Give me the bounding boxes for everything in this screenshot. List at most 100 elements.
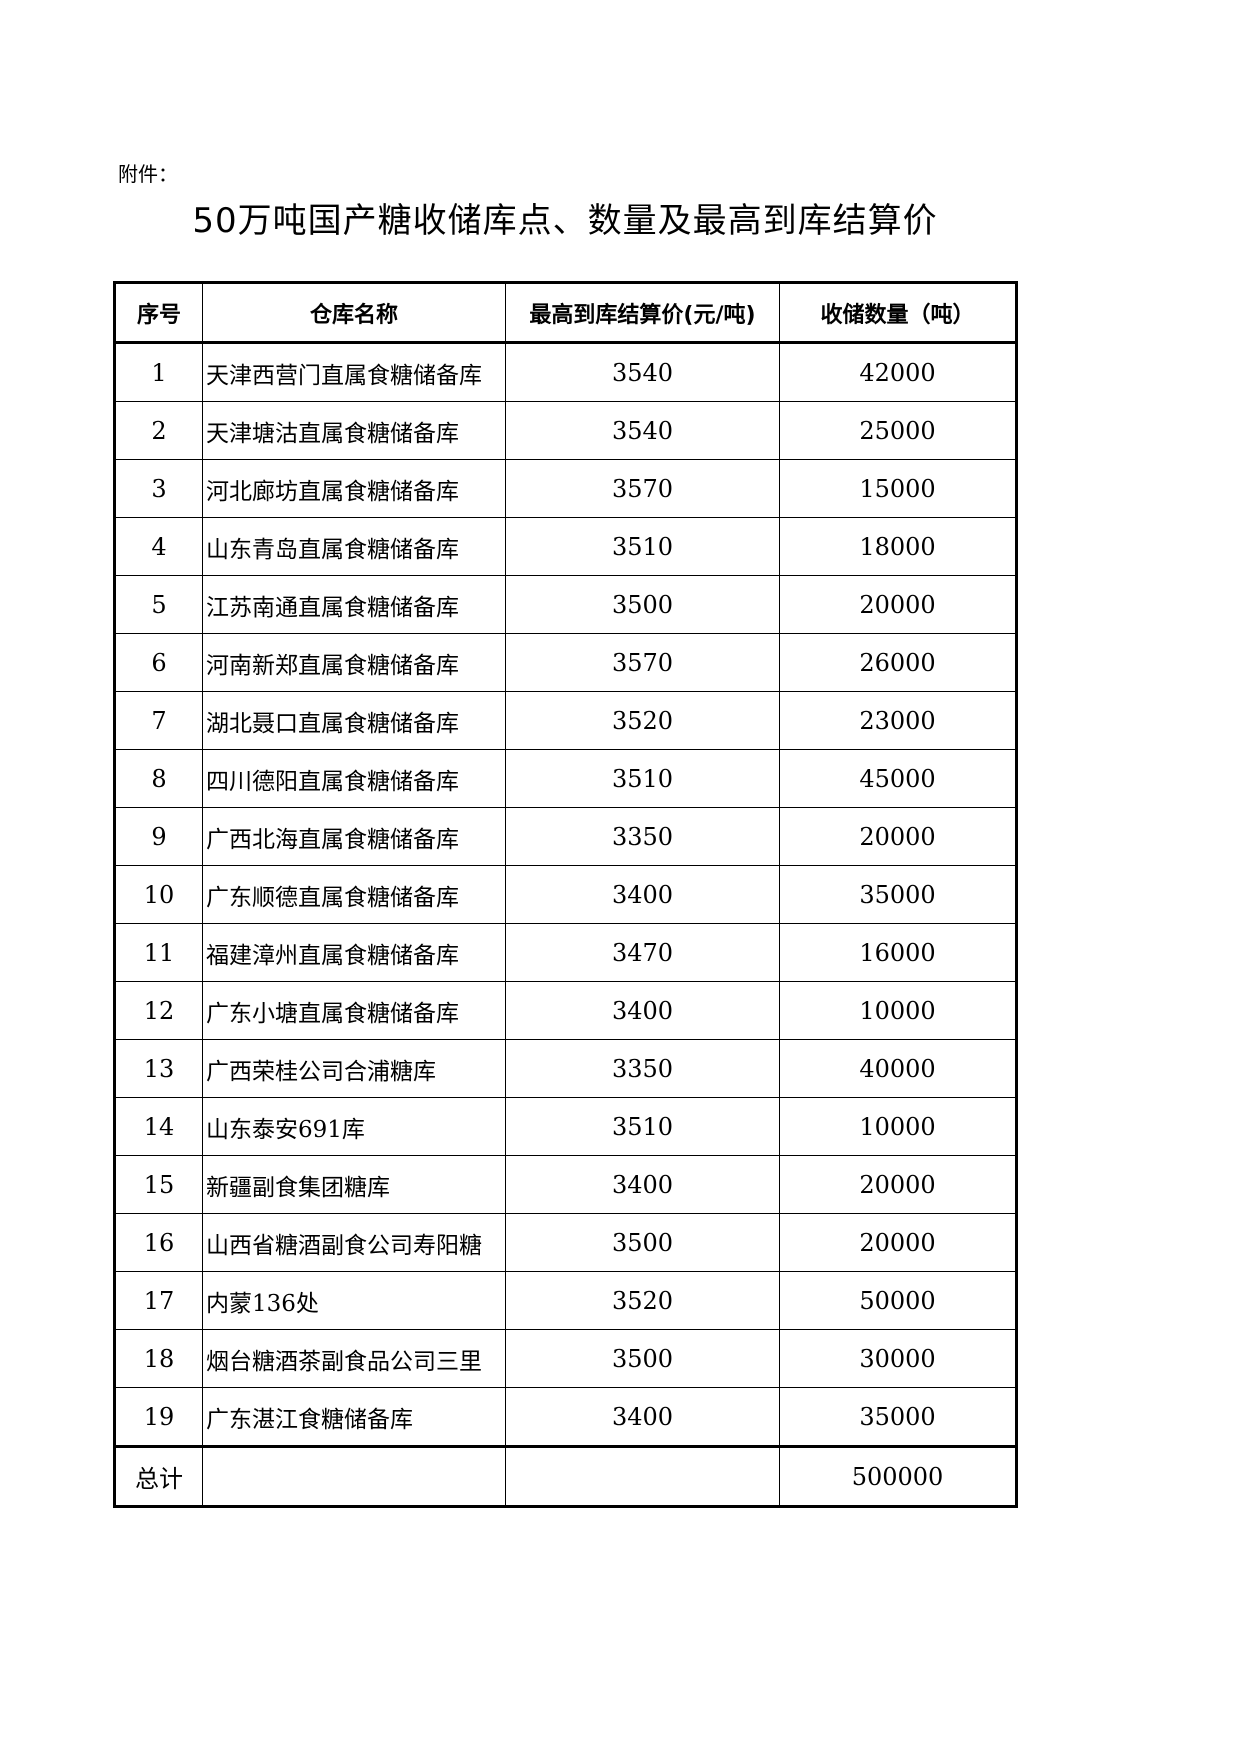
table-row: 3 河北廊坊直属食糖储备库 3570 15000 bbox=[114, 459, 1017, 518]
table-row: 18 烟台糖酒茶副食品公司三里 3500 30000 bbox=[114, 1329, 1017, 1388]
cell-quantity: 20000 bbox=[779, 1213, 1017, 1272]
cell-quantity: 20000 bbox=[779, 575, 1017, 634]
table-row: 2 天津塘沽直属食糖储备库 3540 25000 bbox=[114, 401, 1017, 460]
cell-price: 3570 bbox=[505, 459, 780, 518]
cell-warehouse: 新疆副食集团糖库 bbox=[202, 1155, 506, 1214]
table-row: 12 广东小塘直属食糖储备库 3400 10000 bbox=[114, 981, 1017, 1040]
header-warehouse: 仓库名称 bbox=[202, 282, 506, 344]
cell-warehouse: 河北廊坊直属食糖储备库 bbox=[202, 459, 506, 518]
cell-warehouse: 山东泰安691库 bbox=[202, 1097, 506, 1156]
cell-price: 3400 bbox=[505, 981, 780, 1040]
cell-index: 5 bbox=[114, 575, 203, 634]
cell-index: 10 bbox=[114, 865, 203, 924]
cell-index: 8 bbox=[114, 749, 203, 808]
cell-index: 17 bbox=[114, 1271, 203, 1330]
table-row: 17 内蒙136处 3520 50000 bbox=[114, 1271, 1017, 1330]
header-price: 最高到库结算价(元/吨) bbox=[505, 282, 780, 344]
cell-index: 6 bbox=[114, 633, 203, 692]
cell-price: 3510 bbox=[505, 517, 780, 576]
cell-quantity: 18000 bbox=[779, 517, 1017, 576]
cell-quantity: 25000 bbox=[779, 401, 1017, 460]
cell-index: 9 bbox=[114, 807, 203, 866]
table-row: 19 广东湛江食糖储备库 3400 35000 bbox=[114, 1387, 1017, 1447]
cell-quantity: 35000 bbox=[779, 1387, 1017, 1447]
attachment-label: 附件： bbox=[118, 162, 178, 186]
cell-warehouse: 天津西营门直属食糖储备库 bbox=[202, 342, 506, 402]
cell-quantity: 35000 bbox=[779, 865, 1017, 924]
cell-price: 3570 bbox=[505, 633, 780, 692]
cell-price: 3350 bbox=[505, 1039, 780, 1098]
header-row: 序号 仓库名称 最高到库结算价(元/吨) 收储数量（吨） bbox=[114, 282, 1017, 344]
cell-quantity: 30000 bbox=[779, 1329, 1017, 1388]
cell-index: 4 bbox=[114, 517, 203, 576]
cell-warehouse: 广东湛江食糖储备库 bbox=[202, 1387, 506, 1447]
cell-price: 3350 bbox=[505, 807, 780, 866]
cell-quantity: 42000 bbox=[779, 342, 1017, 402]
cell-quantity: 26000 bbox=[779, 633, 1017, 692]
cell-price: 3540 bbox=[505, 401, 780, 460]
cell-index: 1 bbox=[114, 342, 203, 402]
cell-index: 11 bbox=[114, 923, 203, 982]
table-row: 4 山东青岛直属食糖储备库 3510 18000 bbox=[114, 517, 1017, 576]
cell-quantity: 20000 bbox=[779, 807, 1017, 866]
cell-price: 3510 bbox=[505, 1097, 780, 1156]
table-row: 8 四川德阳直属食糖储备库 3510 45000 bbox=[114, 749, 1017, 808]
table-row: 16 山西省糖酒副食公司寿阳糖 3500 20000 bbox=[114, 1213, 1017, 1272]
total-row: 总计 500000 bbox=[114, 1445, 1017, 1507]
cell-quantity: 10000 bbox=[779, 1097, 1017, 1156]
cell-warehouse: 江苏南通直属食糖储备库 bbox=[202, 575, 506, 634]
table-row: 5 江苏南通直属食糖储备库 3500 20000 bbox=[114, 575, 1017, 634]
cell-quantity: 45000 bbox=[779, 749, 1017, 808]
cell-price: 3520 bbox=[505, 1271, 780, 1330]
cell-warehouse: 烟台糖酒茶副食品公司三里 bbox=[202, 1329, 506, 1388]
cell-quantity: 40000 bbox=[779, 1039, 1017, 1098]
total-quantity: 500000 bbox=[779, 1445, 1017, 1507]
cell-warehouse: 广西荣桂公司合浦糖库 bbox=[202, 1039, 506, 1098]
cell-price: 3520 bbox=[505, 691, 780, 750]
cell-index: 3 bbox=[114, 459, 203, 518]
table-row: 6 河南新郑直属食糖储备库 3570 26000 bbox=[114, 633, 1017, 692]
cell-index: 14 bbox=[114, 1097, 203, 1156]
header-quantity: 收储数量（吨） bbox=[779, 282, 1017, 344]
cell-warehouse: 天津塘沽直属食糖储备库 bbox=[202, 401, 506, 460]
cell-quantity: 15000 bbox=[779, 459, 1017, 518]
cell-price: 3510 bbox=[505, 749, 780, 808]
cell-quantity: 16000 bbox=[779, 923, 1017, 982]
header-index: 序号 bbox=[114, 282, 203, 344]
cell-warehouse: 福建漳州直属食糖储备库 bbox=[202, 923, 506, 982]
cell-warehouse: 广西北海直属食糖储备库 bbox=[202, 807, 506, 866]
cell-price: 3400 bbox=[505, 865, 780, 924]
total-price bbox=[505, 1445, 780, 1507]
cell-index: 13 bbox=[114, 1039, 203, 1098]
cell-index: 12 bbox=[114, 981, 203, 1040]
cell-warehouse bbox=[202, 1445, 506, 1507]
cell-quantity: 23000 bbox=[779, 691, 1017, 750]
table-row: 13 广西荣桂公司合浦糖库 3350 40000 bbox=[114, 1039, 1017, 1098]
cell-index: 16 bbox=[114, 1213, 203, 1272]
document-title: 50万吨国产糖收储库点、数量及最高到库结算价 bbox=[192, 201, 938, 241]
cell-warehouse: 四川德阳直属食糖储备库 bbox=[202, 749, 506, 808]
cell-price: 3540 bbox=[505, 342, 780, 402]
cell-price: 3500 bbox=[505, 575, 780, 634]
cell-warehouse: 广东顺德直属食糖储备库 bbox=[202, 865, 506, 924]
cell-price: 3500 bbox=[505, 1213, 780, 1272]
cell-warehouse: 山西省糖酒副食公司寿阳糖 bbox=[202, 1213, 506, 1272]
table-row: 10 广东顺德直属食糖储备库 3400 35000 bbox=[114, 865, 1017, 924]
cell-quantity: 50000 bbox=[779, 1271, 1017, 1330]
cell-index: 19 bbox=[114, 1387, 203, 1447]
cell-index: 2 bbox=[114, 401, 203, 460]
total-label: 总计 bbox=[114, 1445, 203, 1507]
cell-quantity: 20000 bbox=[779, 1155, 1017, 1214]
table-row: 1 天津西营门直属食糖储备库 3540 42000 bbox=[114, 342, 1017, 402]
cell-warehouse: 河南新郑直属食糖储备库 bbox=[202, 633, 506, 692]
cell-warehouse: 湖北聂口直属食糖储备库 bbox=[202, 691, 506, 750]
cell-quantity: 10000 bbox=[779, 981, 1017, 1040]
cell-warehouse: 内蒙136处 bbox=[202, 1271, 506, 1330]
table-row: 15 新疆副食集团糖库 3400 20000 bbox=[114, 1155, 1017, 1214]
table-row: 11 福建漳州直属食糖储备库 3470 16000 bbox=[114, 923, 1017, 982]
table-row: 7 湖北聂口直属食糖储备库 3520 23000 bbox=[114, 691, 1017, 750]
warehouse-table: 序号 仓库名称 最高到库结算价(元/吨) 收储数量（吨） 1 天津西营门直属食糖储… bbox=[113, 281, 1018, 1508]
cell-index: 7 bbox=[114, 691, 203, 750]
table-row: 9 广西北海直属食糖储备库 3350 20000 bbox=[114, 807, 1017, 866]
cell-warehouse: 广东小塘直属食糖储备库 bbox=[202, 981, 506, 1040]
